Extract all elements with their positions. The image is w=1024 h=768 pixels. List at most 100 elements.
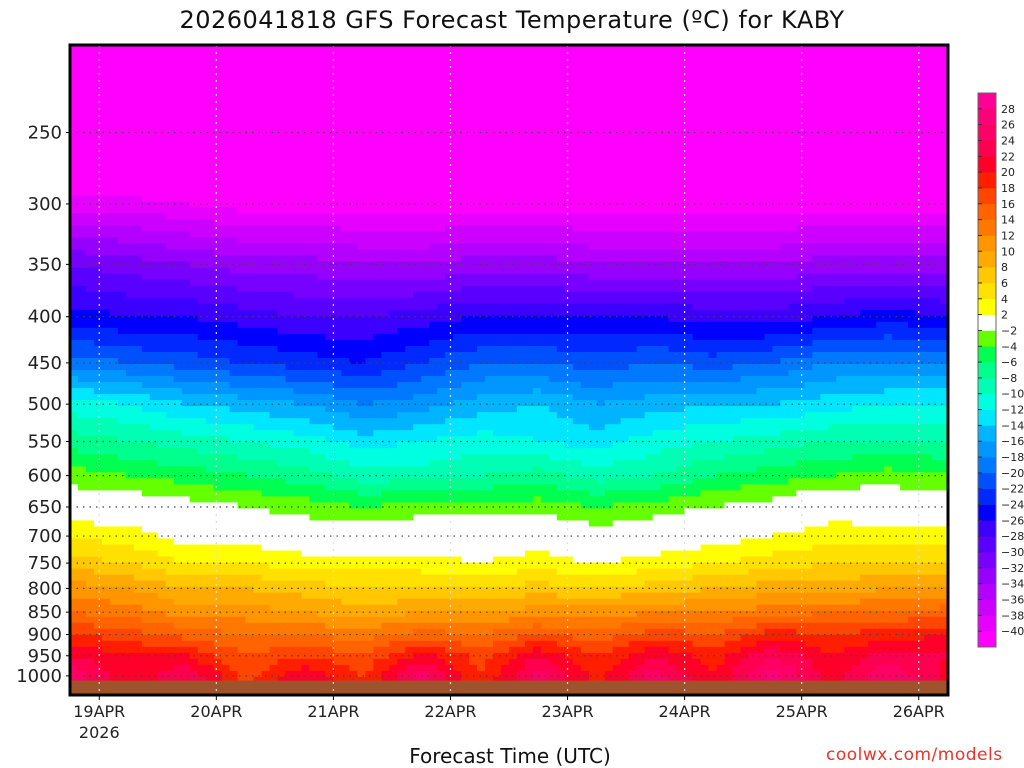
temp-cell — [413, 87, 422, 94]
temp-cell — [205, 81, 215, 88]
temp-cell — [876, 69, 885, 76]
temp-cell — [540, 105, 550, 112]
temp-cell — [924, 45, 933, 52]
temp-cell — [844, 141, 853, 148]
temp-cell — [181, 135, 191, 142]
temp-cell — [221, 237, 231, 245]
temp-cell — [604, 189, 614, 197]
temp-cell — [165, 117, 175, 124]
temp-cell — [572, 213, 582, 221]
temp-cell — [70, 201, 79, 209]
temp-cell — [860, 147, 869, 154]
temp-cell — [652, 153, 662, 160]
temp-cell — [101, 45, 111, 52]
temp-cell — [285, 243, 295, 251]
temp-cell — [213, 177, 223, 185]
temp-cell — [253, 195, 263, 203]
temp-cell — [293, 213, 303, 221]
temp-cell — [277, 57, 287, 64]
temp-cell — [524, 219, 534, 227]
temp-cell — [852, 99, 861, 106]
temp-cell — [844, 195, 853, 203]
temp-cell — [93, 87, 103, 94]
temp-cell — [397, 285, 406, 293]
temp-cell — [189, 81, 199, 88]
temp-cell — [884, 243, 893, 251]
temp-cell — [572, 165, 582, 172]
temp-cell — [628, 279, 638, 287]
temp-cell — [676, 231, 686, 239]
temp-cell — [724, 51, 734, 58]
temp-cell — [924, 99, 933, 106]
temp-cell — [636, 303, 646, 311]
temp-cell — [125, 231, 135, 239]
temp-cell — [772, 309, 781, 317]
temp-cell — [165, 69, 175, 76]
temp-cell — [812, 171, 821, 179]
temp-cell — [173, 93, 183, 100]
temp-cell — [157, 183, 167, 191]
temp-cell — [149, 159, 159, 166]
temp-cell — [357, 225, 366, 233]
temp-cell — [868, 105, 877, 112]
temp-cell — [908, 291, 917, 299]
temp-cell — [556, 183, 566, 191]
temp-cell — [229, 219, 239, 227]
temp-cell — [900, 285, 909, 293]
temp-cell — [389, 201, 398, 209]
temp-cell — [540, 285, 550, 293]
temp-cell — [285, 309, 295, 317]
temp-cell — [381, 195, 390, 203]
temp-cell — [269, 261, 279, 269]
temp-cell — [237, 147, 247, 154]
temp-cell — [636, 261, 646, 269]
temp-cell — [253, 117, 263, 124]
temp-cell — [868, 243, 877, 251]
temp-cell — [285, 183, 295, 191]
temp-cell — [940, 123, 949, 130]
temp-cell — [157, 261, 167, 269]
temp-cell — [493, 309, 502, 317]
temp-cell — [908, 153, 917, 160]
temp-cell — [453, 255, 462, 263]
temp-cell — [716, 159, 726, 166]
temp-cell — [860, 81, 869, 88]
temp-cell — [884, 87, 893, 94]
temp-cell — [740, 93, 750, 100]
temp-cell — [437, 201, 446, 209]
temp-cell — [501, 291, 510, 299]
temp-cell — [285, 135, 295, 142]
temp-cell — [453, 141, 462, 148]
temp-cell — [501, 225, 510, 233]
temp-cell — [189, 303, 199, 311]
temp-cell — [341, 75, 350, 82]
temp-cell — [381, 165, 390, 172]
temp-cell — [133, 45, 143, 52]
temp-cell — [213, 207, 223, 215]
temp-cell — [572, 141, 582, 148]
temp-cell — [900, 117, 909, 124]
temp-cell — [461, 195, 470, 203]
temp-cell — [365, 153, 374, 160]
temp-cell — [708, 123, 718, 130]
temp-cell — [604, 123, 614, 130]
temp-cell — [229, 57, 239, 64]
temp-cell — [596, 147, 606, 154]
temp-cell — [604, 87, 614, 94]
temp-cell — [916, 117, 925, 124]
temp-cell — [852, 303, 861, 311]
temp-cell — [325, 75, 334, 82]
temp-cell — [748, 189, 758, 197]
temp-cell — [860, 123, 869, 130]
temp-cell — [764, 75, 773, 82]
temp-cell — [604, 219, 614, 227]
temp-cell — [221, 285, 231, 293]
temp-cell — [405, 75, 414, 82]
temp-cell — [421, 315, 430, 323]
temp-cell — [325, 135, 334, 142]
temp-cell — [716, 135, 726, 142]
temp-cell — [516, 261, 526, 269]
temp-cell — [213, 231, 223, 239]
temp-cell — [620, 171, 630, 179]
temp-cell — [908, 129, 917, 136]
